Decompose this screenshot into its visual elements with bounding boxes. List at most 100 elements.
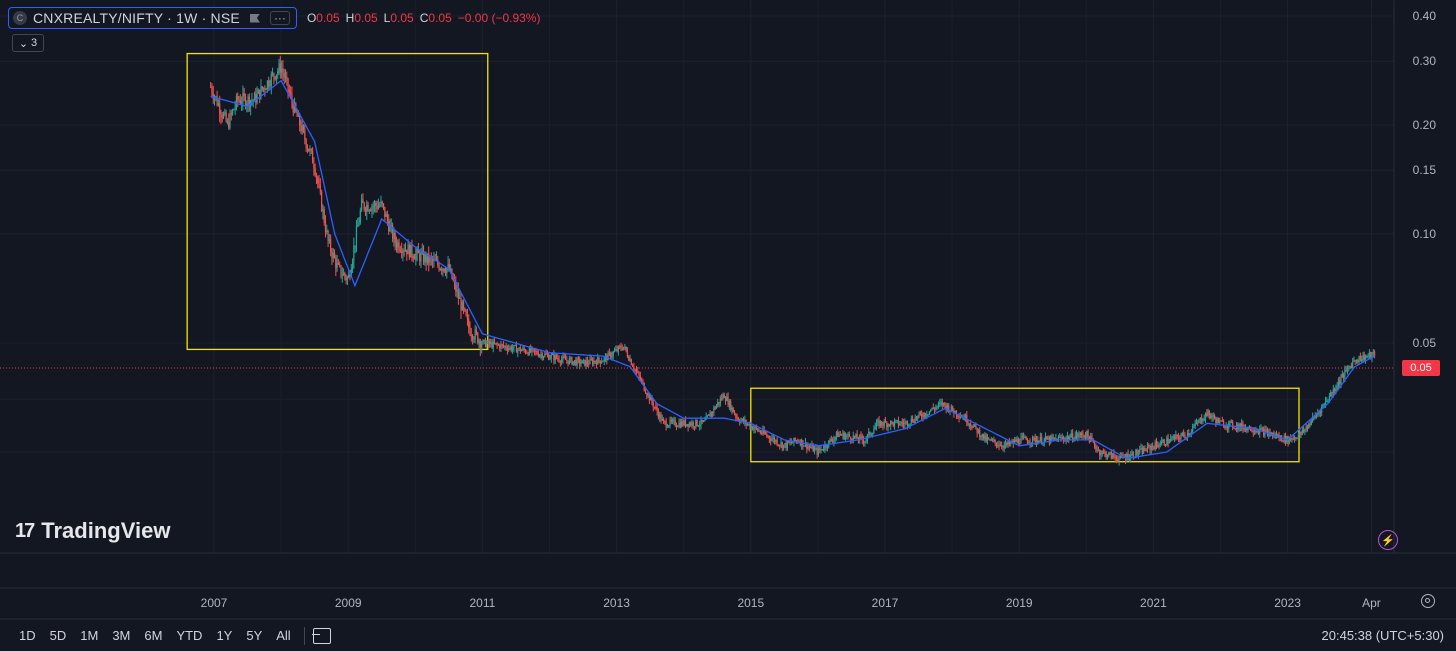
candle-body [924,413,927,416]
candle-body [428,253,430,263]
candle-body [598,357,600,361]
candle-body [385,214,387,217]
candle-body [1256,431,1258,433]
candle-body [237,96,239,100]
candle-body [335,257,337,268]
candle-body [910,418,912,424]
candle-body [1301,429,1303,435]
candle-body [544,353,546,357]
candle-body [901,422,903,424]
candle-body [677,426,679,428]
candle-body [681,421,683,427]
candle-body [762,429,764,434]
candle-body [1146,445,1149,451]
candle-body [553,354,555,361]
candle-body [1162,439,1164,442]
candle-body [470,334,472,336]
candle-body [443,268,445,272]
candle-body [290,92,292,95]
candle-body [493,341,496,344]
symbol-search-box[interactable]: C CNXREALTY/NIFTY · 1W · NSE ··· [8,7,297,29]
candle-body [466,315,469,319]
range-button-ytd[interactable]: YTD [176,628,203,643]
candle-body [1108,452,1110,457]
candle-body [1330,392,1332,397]
candle-body [846,435,848,437]
candle-body [322,209,324,211]
tradingview-logo[interactable]: 17 TradingView [15,518,170,544]
candle-body [1357,360,1359,363]
candle-body [412,255,414,259]
range-button-1m[interactable]: 1M [80,628,99,643]
range-button-5d[interactable]: 5D [49,628,67,643]
candle-body [1171,437,1173,439]
time-tick-label: 2015 [737,596,764,610]
candle-body [786,441,789,448]
candle-body [261,86,263,90]
candle-body [912,418,914,422]
candle-body [1309,423,1311,426]
candle-body [300,125,302,132]
candle-body [576,358,578,366]
range-button-5y[interactable]: 5Y [246,628,263,643]
candle-body [668,425,670,427]
candle-body [1087,431,1089,437]
candle-body [509,346,511,349]
candle-body [914,417,916,423]
indicators-collapse-button[interactable]: ⌄ 3 [12,34,44,52]
lightning-icon[interactable]: ⚡ [1378,530,1398,550]
candle-body [812,445,814,452]
settings-gear-icon[interactable] [1421,594,1435,608]
candle-body [332,252,334,258]
candle-body [1181,433,1183,437]
candle-body [755,426,758,429]
candle-body [647,393,649,396]
candle-body [1366,356,1368,358]
range-button-6m[interactable]: 6M [144,628,163,643]
candle-body [349,274,351,277]
range-button-1y[interactable]: 1Y [216,628,233,643]
range-button-1d[interactable]: 1D [19,628,36,643]
flag-icon[interactable] [249,13,260,23]
candle-body [1175,434,1177,440]
candle-body [1068,436,1070,440]
candle-body [1012,440,1014,444]
time-tick-label: 2019 [1006,596,1033,610]
candle-body [819,448,821,451]
candle-body [764,433,767,435]
candle-body [317,177,319,183]
clock-timezone[interactable]: 20:45:38 (UTC+5:30) [1321,628,1444,643]
candle-body [429,257,431,263]
candle-body [1198,419,1200,423]
candle-body [1032,436,1034,443]
candle-body [989,438,991,441]
candle-body [305,139,307,148]
candle-body [291,94,293,103]
candle-body [1368,352,1371,356]
candle-body [513,345,515,349]
range-button-3m[interactable]: 3M [112,628,131,643]
candle-body [567,360,569,364]
candle-body [341,275,343,277]
candle-body [1229,421,1231,423]
goto-date-icon[interactable] [311,627,331,644]
candle-body [872,433,874,435]
candle-body [868,431,870,435]
more-options-icon[interactable]: ··· [269,11,290,25]
candle-body [842,432,844,436]
candle-body [585,360,587,366]
candle-body [517,349,519,353]
candle-body [1139,449,1141,453]
candle-body [505,346,507,349]
candle-body [964,415,967,420]
candle-body [1167,438,1169,444]
candle-body [590,358,592,360]
candle-body [1315,413,1318,417]
range-button-all[interactable]: All [276,628,291,643]
candle-body [1028,442,1030,444]
candle-body [413,258,416,260]
candle-body [539,354,541,357]
candle-body [251,100,253,102]
candle-body [233,109,235,111]
